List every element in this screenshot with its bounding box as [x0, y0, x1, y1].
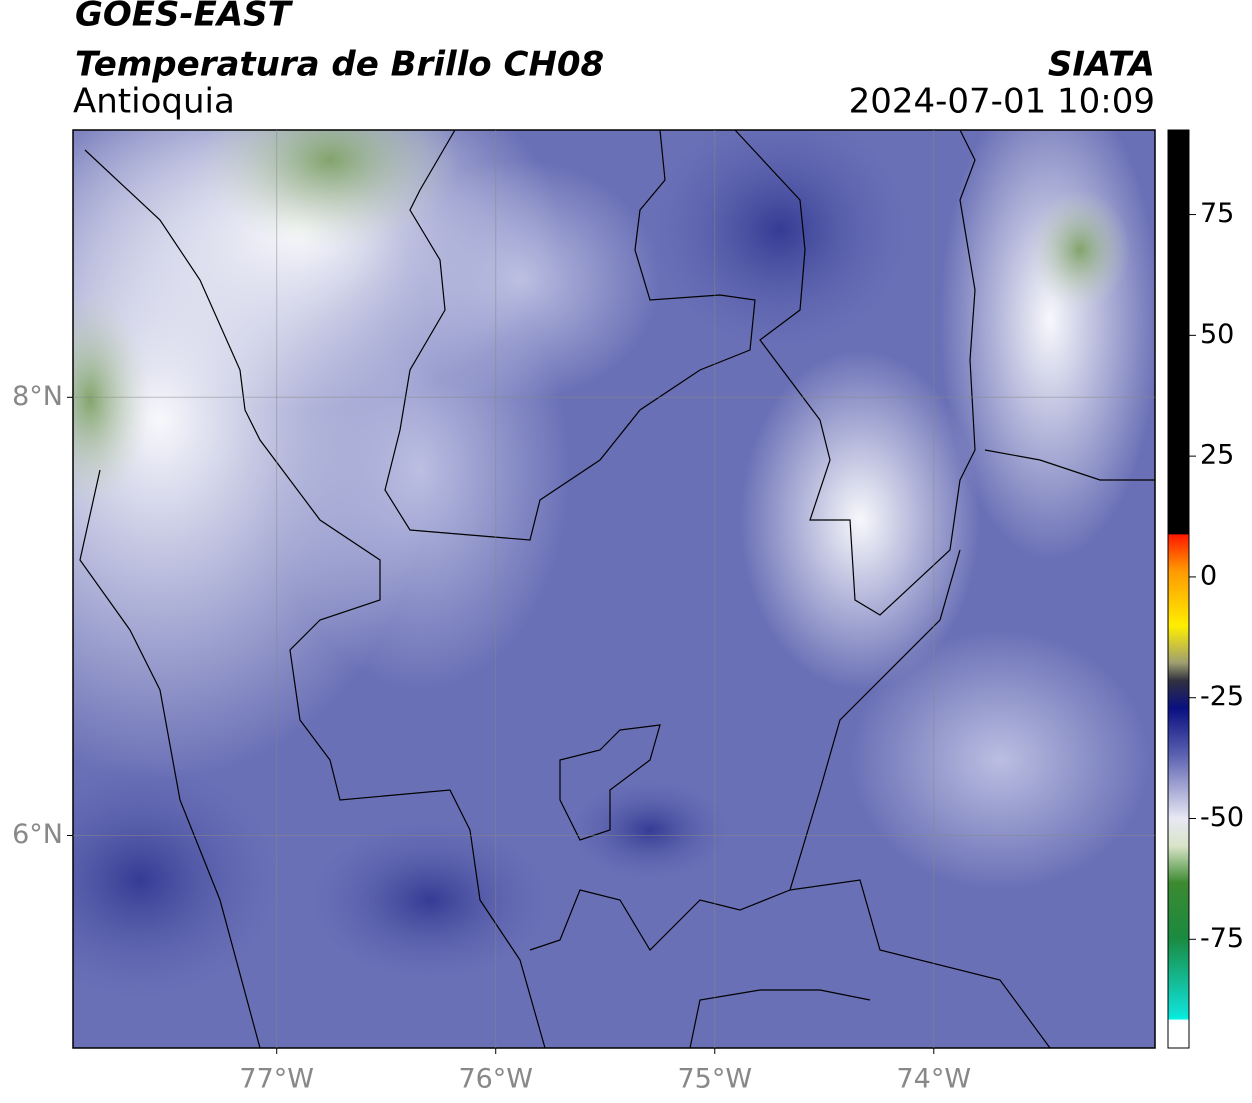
datetime: 2024-07-01 10:09	[849, 82, 1155, 122]
y-tick-label: 6°N	[12, 819, 63, 850]
borders	[79, 130, 1155, 1048]
colorbar-tick-label: 75	[1200, 198, 1234, 229]
colorbar-tick-label: -75	[1200, 923, 1244, 954]
satellite-image	[73, 130, 1155, 1048]
x-tick-label: 76°W	[458, 1064, 533, 1095]
colorbar-tick-label: 0	[1200, 560, 1217, 591]
y-tick-label: 8°N	[12, 381, 63, 412]
map-frame	[72, 129, 1156, 1049]
subtitle: Temperatura de Brillo CH08	[75, 45, 604, 85]
x-tick-label: 75°W	[677, 1064, 752, 1095]
colorbar	[1167, 129, 1190, 1049]
title: GOES-EAST	[75, 0, 294, 35]
colorbar-tick-label: -50	[1200, 802, 1244, 833]
x-tick-label: 77°W	[239, 1064, 314, 1095]
colorbar-tick-label: 25	[1200, 440, 1234, 471]
region: Antioquia	[73, 82, 235, 122]
colorbar-tick-label: 50	[1200, 319, 1234, 350]
x-tick-label: 74°W	[897, 1064, 972, 1095]
colorbar-tick-label: -25	[1200, 681, 1244, 712]
source: SIATA	[1048, 45, 1155, 85]
